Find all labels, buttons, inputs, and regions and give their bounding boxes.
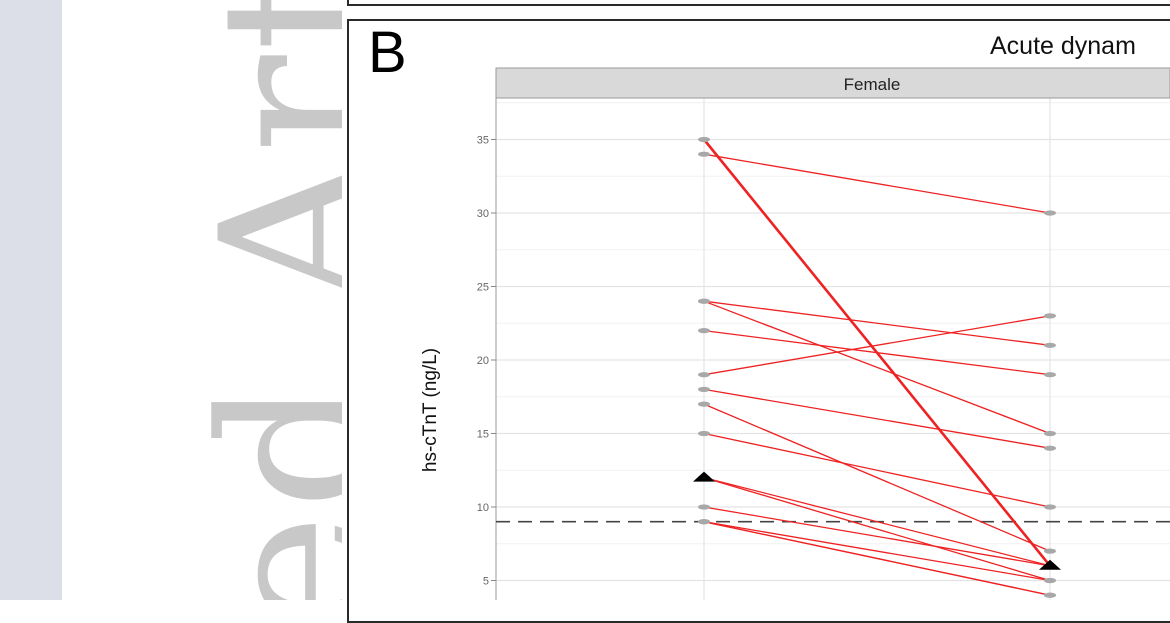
median-marker [693, 471, 715, 482]
paired-line [703, 403, 1051, 552]
y-tick-label: 5 [483, 576, 489, 588]
paired-line [703, 521, 1051, 582]
data-point [698, 401, 710, 407]
paired-line [703, 153, 1051, 214]
data-point [698, 372, 710, 378]
data-point [698, 430, 710, 437]
data-point [1044, 430, 1056, 437]
paired-line [703, 432, 1051, 508]
y-tick-label: 25 [477, 282, 489, 294]
y-tick-label: 20 [477, 355, 489, 367]
upper-figure-frame [347, 0, 1170, 6]
data-point [698, 328, 710, 334]
y-axis-ticks: 5 10 15 20 25 30 35 [477, 135, 496, 588]
data-point [698, 136, 710, 143]
data-point [1044, 210, 1056, 216]
paired-line [703, 521, 1051, 596]
facet-strip [495, 67, 1170, 99]
y-tick-label: 30 [477, 208, 489, 220]
paired-line [703, 329, 1051, 376]
panel-letter: B [368, 20, 407, 85]
data-point [1044, 445, 1056, 451]
data-point [698, 504, 710, 510]
facet-label: Female [844, 75, 901, 94]
data-point [1044, 548, 1056, 554]
paired-line [703, 300, 1051, 346]
paired-line [703, 300, 1051, 435]
major-grid [496, 138, 1170, 582]
y-tick-label: 35 [477, 135, 489, 147]
data-point [1044, 592, 1056, 598]
chart-svg: 5 10 15 20 25 30 35 Female [477, 67, 1170, 600]
paired-line [703, 476, 1051, 567]
plot-panel-background [496, 98, 1170, 600]
data-point [1044, 504, 1056, 510]
data-point [1044, 577, 1056, 584]
left-margin-strip [0, 0, 62, 600]
watermark-panel: ed Art [62, 0, 342, 600]
y-tick-label: 15 [477, 429, 489, 441]
data-point [1044, 342, 1056, 348]
paired-line [703, 315, 1051, 376]
median-marker [1039, 559, 1061, 570]
paired-line [703, 388, 1051, 449]
data-point [698, 519, 710, 525]
data-point [1044, 313, 1056, 319]
data-point [698, 386, 710, 392]
paired-lines [702, 138, 1052, 596]
y-axis-label: hs-cTnT (ng/L) [420, 347, 441, 473]
data-point [698, 151, 710, 157]
paired-line [703, 476, 1051, 582]
paired-line [703, 506, 1051, 567]
data-point [698, 298, 710, 304]
median-markers [693, 471, 1061, 570]
y-tick-label: 10 [477, 502, 489, 514]
chart-title: Acute dynam [990, 32, 1136, 60]
data-point [1044, 372, 1056, 378]
